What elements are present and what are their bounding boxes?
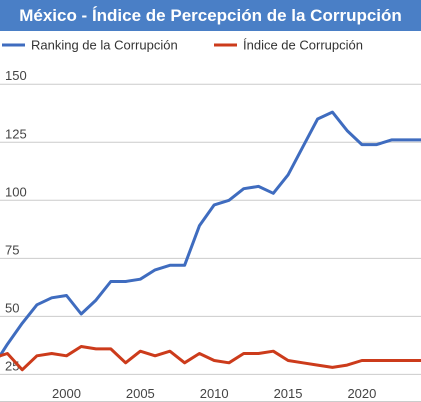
x-tick-label: 2010 [200, 386, 229, 401]
series-line-1 [0, 345, 421, 372]
x-tick-label: 2020 [347, 386, 376, 401]
y-tick-label: 75 [5, 242, 19, 257]
x-axis-ticks: 2000 2005 2010 2015 2020 [52, 386, 376, 401]
series-lines [0, 110, 421, 372]
x-tick-label: 2005 [126, 386, 155, 401]
y-tick-label: 100 [5, 184, 27, 199]
legend-label-1: Índice de Corrupción [243, 38, 363, 53]
legend-label-0: Ranking de la Corrupción [31, 38, 178, 53]
y-tick-label: 50 [5, 300, 19, 315]
legend: Ranking de la Corrupción Índice de Corrup… [2, 38, 363, 53]
x-tick-label: 2015 [274, 386, 303, 401]
y-tick-label: 125 [5, 126, 27, 141]
y-tick-label: 150 [5, 68, 27, 83]
chart-title-banner: México - Índice de Percepción de la Corr… [0, 0, 421, 31]
x-tick-label: 2000 [52, 386, 81, 401]
line-chart: Ranking de la Corrupción Índice de Corrup… [0, 38, 421, 402]
series-line-0 [0, 110, 421, 358]
